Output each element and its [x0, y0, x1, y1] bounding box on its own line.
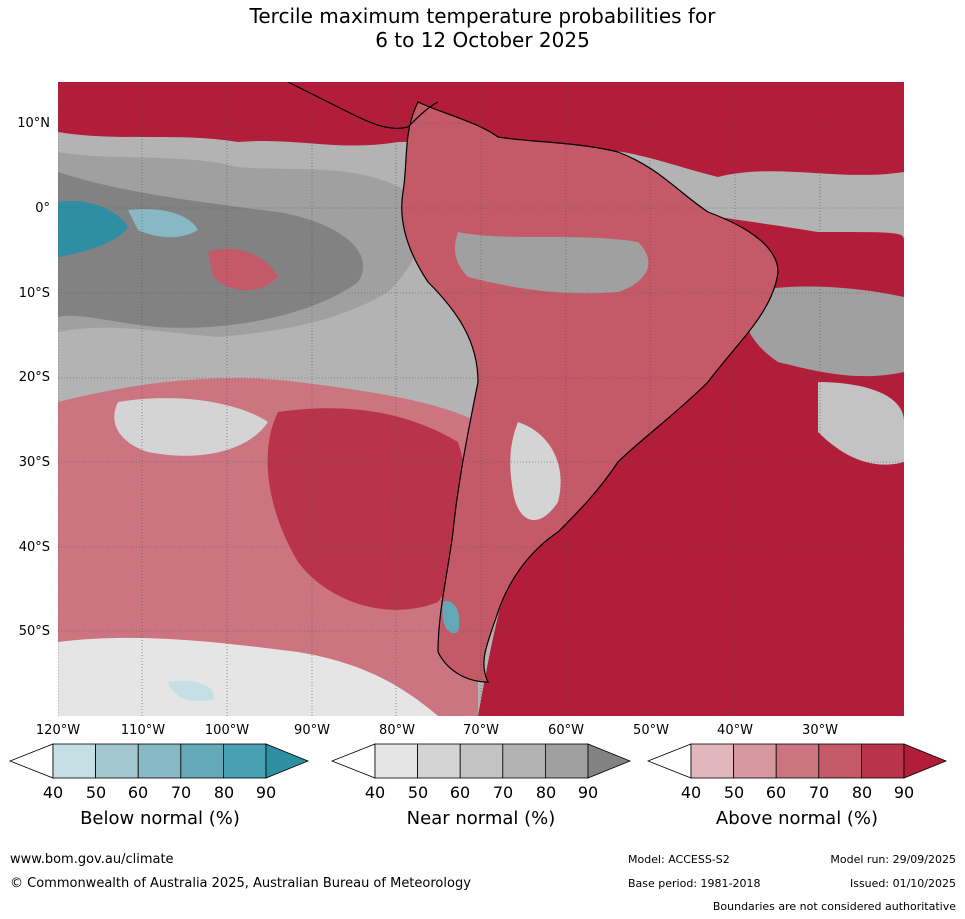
tick: 60	[765, 783, 787, 802]
lon-label-120w: 120°W	[35, 723, 81, 738]
colorbar-segment	[52, 743, 96, 779]
tick: 80	[851, 783, 873, 802]
colorbar-segment	[137, 743, 182, 779]
colorbar-segment	[818, 743, 862, 779]
graticule	[58, 82, 904, 716]
colorbar-high-arrow	[587, 743, 632, 779]
copyright-text: © Commonwealth of Australia 2025, Austra…	[10, 876, 471, 891]
andes-near-normal	[510, 422, 561, 521]
tick: 90	[893, 783, 915, 802]
tick: 50	[407, 783, 429, 802]
near-normal-colorbar	[330, 743, 632, 779]
colorbar-segment	[733, 743, 777, 779]
probability-map	[58, 82, 904, 716]
model-name: Model: ACCESS-S2	[628, 853, 730, 866]
near-region-atlantic-east	[744, 286, 904, 377]
colorbar-high-arrow	[265, 743, 310, 779]
colorbar-segment	[180, 743, 224, 779]
model-run: Model run: 29/09/2025	[830, 853, 956, 866]
above-region-equatorial-pacific	[208, 248, 278, 291]
tick: 50	[85, 783, 107, 802]
tick: 60	[449, 783, 471, 802]
lon-label-80w: 80°W	[379, 723, 415, 738]
tick: 70	[170, 783, 192, 802]
colorbar-segment	[544, 743, 589, 779]
lat-label-10n: 10°N	[17, 116, 50, 131]
lat-label-0: 0°	[35, 201, 50, 216]
colorbar-segment	[502, 743, 546, 779]
tick: 80	[213, 783, 235, 802]
colorbar-segment	[95, 743, 139, 779]
below-normal-title: Below normal (%)	[80, 808, 240, 829]
below-region-equatorial-light	[128, 209, 198, 238]
near-normal-title: Near normal (%)	[406, 808, 556, 829]
lon-label-70w: 70°W	[463, 723, 499, 738]
near-region-south	[58, 637, 438, 716]
tick: 90	[255, 783, 277, 802]
near-region-pacific-light	[114, 398, 268, 456]
tick: 90	[577, 783, 599, 802]
patagonia-below-normal	[442, 601, 460, 634]
colorbar-segment	[459, 743, 504, 779]
base-period: Base period: 1981-2018	[628, 877, 761, 890]
map-title: Tercile maximum temperature probabilitie…	[0, 4, 965, 52]
boundaries-disclaimer: Boundaries are not considered authoritat…	[712, 900, 956, 913]
tick: 50	[723, 783, 745, 802]
lat-label-10s: 10°S	[18, 286, 50, 301]
lon-label-60w: 60°W	[548, 723, 584, 738]
lon-label-50w: 50°W	[633, 723, 669, 738]
colorbar-low-arrow	[8, 743, 54, 779]
lon-label-100w: 100°W	[204, 723, 250, 738]
below-region-equatorial	[58, 200, 128, 257]
above-normal-title: Above normal (%)	[715, 808, 879, 829]
colorbar-segment	[374, 743, 418, 779]
colorbar-low-arrow	[330, 743, 376, 779]
amazon-near-normal	[455, 232, 649, 294]
tick: 70	[492, 783, 514, 802]
colorbar-segment	[222, 743, 267, 779]
tick: 80	[535, 783, 557, 802]
lat-label-50s: 50°S	[18, 624, 50, 639]
tick: 70	[808, 783, 830, 802]
website-link[interactable]: www.bom.gov.au/climate	[10, 852, 174, 867]
tick: 40	[42, 783, 64, 802]
lat-label-20s: 20°S	[18, 370, 50, 385]
near-region-atlantic-mid	[818, 382, 904, 465]
map-title-line2: 6 to 12 October 2025	[375, 28, 590, 52]
central-america-land	[287, 82, 439, 129]
below-region-south	[168, 680, 214, 702]
map-title-line1: Tercile maximum temperature probabilitie…	[249, 4, 716, 28]
lon-label-40w: 40°W	[717, 723, 753, 738]
tick: 40	[364, 783, 386, 802]
above-normal-colorbar	[646, 743, 948, 779]
lat-label-30s: 30°S	[18, 455, 50, 470]
lon-label-90w: 90°W	[294, 723, 330, 738]
colorbar-segment	[417, 743, 461, 779]
colorbar-low-arrow	[646, 743, 692, 779]
below-normal-colorbar	[8, 743, 310, 779]
lon-label-30w: 30°W	[802, 723, 838, 738]
colorbar-segment	[775, 743, 820, 779]
tick: 40	[680, 783, 702, 802]
tick: 60	[127, 783, 149, 802]
issued-date: Issued: 01/10/2025	[849, 877, 956, 890]
above-region-pacific-strong	[267, 408, 469, 610]
colorbar-segment	[860, 743, 905, 779]
lon-label-110w: 110°W	[120, 723, 166, 738]
colorbar-segment	[690, 743, 734, 779]
lat-label-40s: 40°S	[18, 540, 50, 555]
colorbar-high-arrow	[903, 743, 948, 779]
